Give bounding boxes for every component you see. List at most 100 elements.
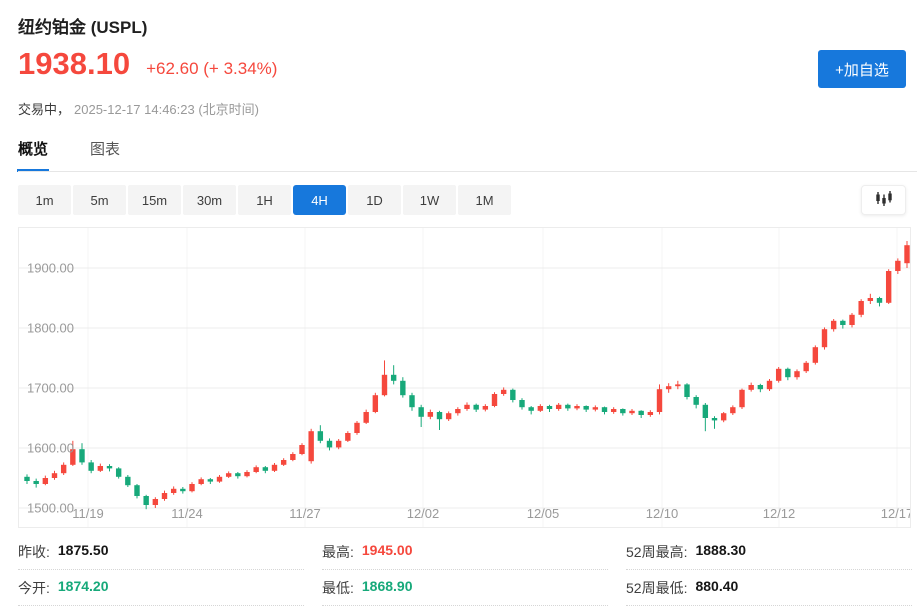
candle-body[interactable]: [253, 467, 259, 472]
candle-body[interactable]: [161, 493, 168, 499]
range-button-5m[interactable]: 5m: [73, 185, 126, 215]
candle-body[interactable]: [720, 413, 727, 421]
range-button-1w[interactable]: 1W: [403, 185, 456, 215]
candle-body[interactable]: [785, 368, 791, 378]
candle-body[interactable]: [235, 473, 241, 477]
candle-body[interactable]: [445, 413, 452, 420]
candle-body[interactable]: [858, 301, 864, 315]
candle-body[interactable]: [739, 389, 745, 408]
candle-body[interactable]: [684, 384, 690, 397]
candle-body[interactable]: [895, 260, 901, 271]
candle-body[interactable]: [730, 407, 736, 414]
candle-body[interactable]: [675, 384, 681, 387]
candle-body[interactable]: [510, 389, 516, 400]
candle-body[interactable]: [280, 460, 287, 465]
candle-body[interactable]: [885, 271, 892, 303]
candle-body[interactable]: [601, 407, 608, 412]
candle-body[interactable]: [711, 418, 718, 421]
candle-body[interactable]: [290, 454, 296, 460]
chart-style-button[interactable]: [861, 185, 906, 215]
candle-body[interactable]: [904, 245, 910, 264]
candle-body[interactable]: [42, 478, 49, 484]
candle-body[interactable]: [152, 499, 159, 505]
candle-body[interactable]: [546, 406, 553, 409]
candle-body[interactable]: [143, 496, 149, 505]
candle-body[interactable]: [125, 476, 131, 486]
candle-body[interactable]: [610, 409, 617, 412]
candle-body[interactable]: [427, 412, 434, 417]
candle-body[interactable]: [647, 412, 654, 415]
chart-canvas[interactable]: 1900.00 1800.00 1700.00 1600.00 1500.0011/19…: [19, 228, 910, 527]
candle-body[interactable]: [464, 404, 470, 409]
range-button-30m[interactable]: 30m: [183, 185, 236, 215]
candle-body[interactable]: [207, 479, 214, 482]
candlestick-chart[interactable]: 1900.00 1800.00 1700.00 1600.00 1500.00 11/19…: [18, 227, 911, 528]
candle-body[interactable]: [372, 395, 379, 412]
candle-body[interactable]: [60, 464, 67, 474]
candle-body[interactable]: [170, 488, 177, 493]
candle-body[interactable]: [583, 406, 589, 410]
add-watchlist-button[interactable]: +加自选: [818, 50, 906, 88]
candle-body[interactable]: [262, 467, 269, 471]
candle-body[interactable]: [51, 473, 58, 478]
candle-body[interactable]: [500, 389, 507, 394]
candle-body[interactable]: [528, 407, 534, 411]
range-button-1M[interactable]: 1M: [458, 185, 511, 215]
candle-body[interactable]: [308, 431, 314, 462]
candle-body[interactable]: [24, 476, 30, 481]
candle-body[interactable]: [97, 466, 104, 471]
range-button-1m[interactable]: 1m: [18, 185, 71, 215]
candle-body[interactable]: [115, 468, 122, 477]
candle-body[interactable]: [702, 404, 709, 418]
candle-body[interactable]: [775, 368, 782, 381]
candle-body[interactable]: [656, 389, 663, 412]
candle-body[interactable]: [400, 380, 406, 396]
candle-body[interactable]: [812, 347, 819, 363]
candle-body[interactable]: [345, 433, 351, 441]
candle-body[interactable]: [244, 472, 250, 477]
candle-body[interactable]: [326, 440, 333, 448]
range-button-15m[interactable]: 15m: [128, 185, 181, 215]
candle-body[interactable]: [225, 473, 232, 477]
candle-body[interactable]: [519, 400, 525, 408]
candle-body[interactable]: [803, 362, 809, 372]
candle-body[interactable]: [455, 409, 461, 414]
candle-body[interactable]: [620, 409, 626, 414]
candle-body[interactable]: [482, 406, 489, 410]
candle-body[interactable]: [821, 329, 828, 348]
candle-body[interactable]: [537, 406, 544, 411]
candle-body[interactable]: [555, 404, 562, 409]
candle-body[interactable]: [271, 464, 278, 471]
candle-body[interactable]: [693, 397, 699, 405]
candle-body[interactable]: [418, 407, 424, 417]
tab-overview[interactable]: 概览: [16, 138, 50, 172]
candle-body[interactable]: [390, 374, 397, 381]
candle-body[interactable]: [592, 407, 599, 410]
candle-body[interactable]: [849, 314, 855, 325]
tab-chart[interactable]: 图表: [90, 141, 121, 158]
candle-body[interactable]: [629, 410, 635, 414]
candle-body[interactable]: [70, 449, 76, 465]
candle-body[interactable]: [757, 385, 764, 390]
candle-body[interactable]: [317, 431, 324, 441]
candle-body[interactable]: [840, 320, 846, 325]
candle-body[interactable]: [409, 395, 415, 408]
candle-body[interactable]: [180, 488, 186, 492]
candle-body[interactable]: [335, 440, 342, 448]
candle-body[interactable]: [867, 298, 874, 301]
range-button-4h[interactable]: 4H: [293, 185, 346, 215]
candle-body[interactable]: [354, 422, 360, 433]
candle-body[interactable]: [748, 385, 754, 390]
candle-body[interactable]: [473, 404, 479, 410]
candle-body[interactable]: [198, 479, 204, 484]
candle-body[interactable]: [491, 394, 498, 406]
candle-body[interactable]: [189, 484, 195, 492]
candle-body[interactable]: [381, 374, 388, 396]
range-button-1d[interactable]: 1D: [348, 185, 401, 215]
candle-body[interactable]: [106, 466, 113, 469]
candle-body[interactable]: [574, 406, 580, 409]
candle-body[interactable]: [830, 320, 837, 330]
candle-body[interactable]: [565, 404, 571, 409]
candle-body[interactable]: [299, 445, 305, 454]
candle-body[interactable]: [216, 476, 223, 482]
